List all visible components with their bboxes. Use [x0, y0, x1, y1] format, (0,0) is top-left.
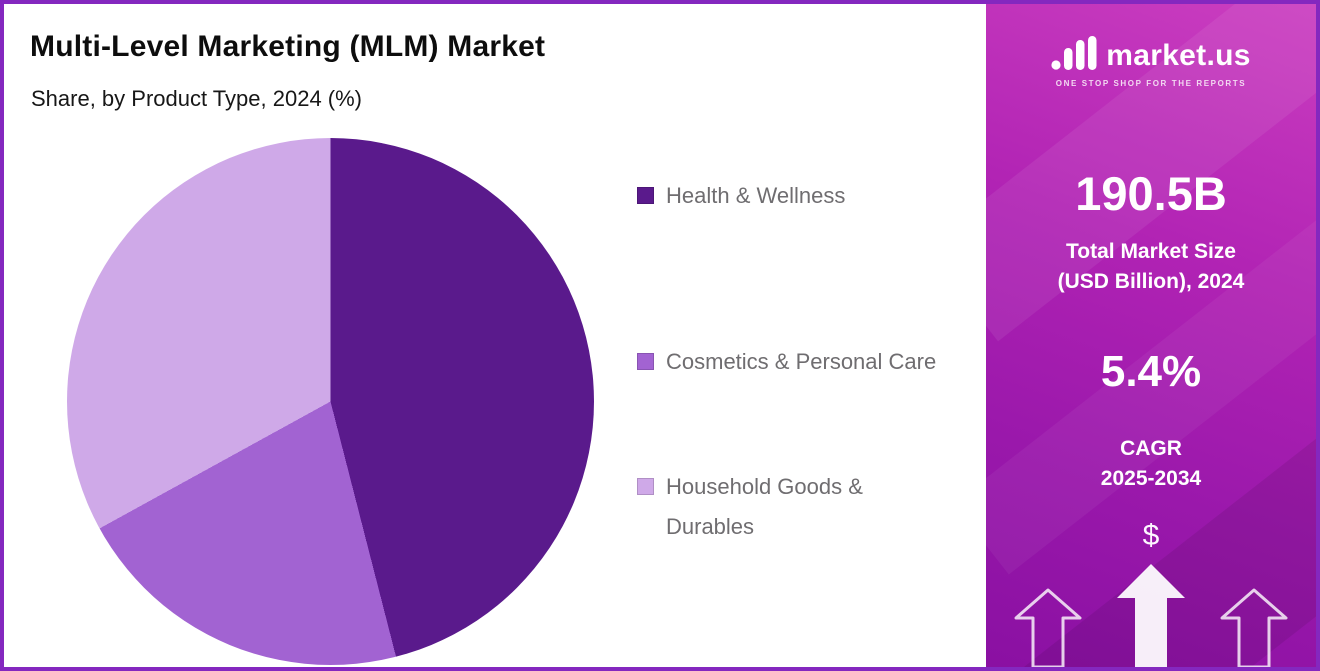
- brand-name: market.us: [1106, 38, 1251, 72]
- chart-legend: Health & Wellness Cosmetics & Personal C…: [637, 176, 967, 547]
- brand-tagline: ONE STOP SHOP FOR THE REPORTS: [1055, 79, 1247, 88]
- arrow-up-left: [1014, 588, 1082, 667]
- arrow-up-right: [1220, 588, 1288, 667]
- stats-sidebar: market.us ONE STOP SHOP FOR THE REPORTS …: [986, 4, 1316, 667]
- total-market-size-label: Total Market Size (USD Billion), 2024: [986, 237, 1316, 297]
- pie-chart: [67, 138, 594, 665]
- chart-subtitle: Share, by Product Type, 2024 (%): [31, 86, 362, 111]
- legend-label: Cosmetics & Personal Care: [666, 349, 937, 374]
- growth-arrows-graphic: [986, 562, 1316, 667]
- page-title: Multi-Level Marketing (MLM) Market: [30, 30, 546, 63]
- market-us-logo-icon: [1051, 36, 1097, 75]
- cagr-period: 2025-2034: [1100, 467, 1202, 490]
- legend-item-household-goods-durables: Household Goods & Durables: [637, 467, 967, 547]
- total-market-size-label-line2: (USD Billion), 2024: [1057, 270, 1245, 293]
- cagr-value: 5.4%: [1100, 347, 1202, 396]
- arrow-up-middle: [1117, 564, 1185, 667]
- dollar-symbol: $: [1142, 519, 1160, 552]
- total-market-size-label-line1: Total Market Size: [1066, 240, 1236, 263]
- legend-marker: [637, 353, 654, 370]
- legend-label: Household Goods & Durables: [666, 474, 863, 539]
- legend-item-health-wellness: Health & Wellness: [637, 176, 967, 216]
- cagr-label: CAGR: [1120, 437, 1182, 460]
- legend-item-cosmetics-personal-care: Cosmetics & Personal Care: [637, 342, 967, 382]
- brand-logo: market.us: [986, 36, 1316, 75]
- legend-label: Health & Wellness: [666, 183, 846, 208]
- chart-area: Multi-Level Marketing (MLM) Market Share…: [4, 4, 986, 667]
- total-market-size-value: 190.5B: [1075, 167, 1227, 220]
- legend-marker: [637, 187, 654, 204]
- legend-marker: [637, 478, 654, 495]
